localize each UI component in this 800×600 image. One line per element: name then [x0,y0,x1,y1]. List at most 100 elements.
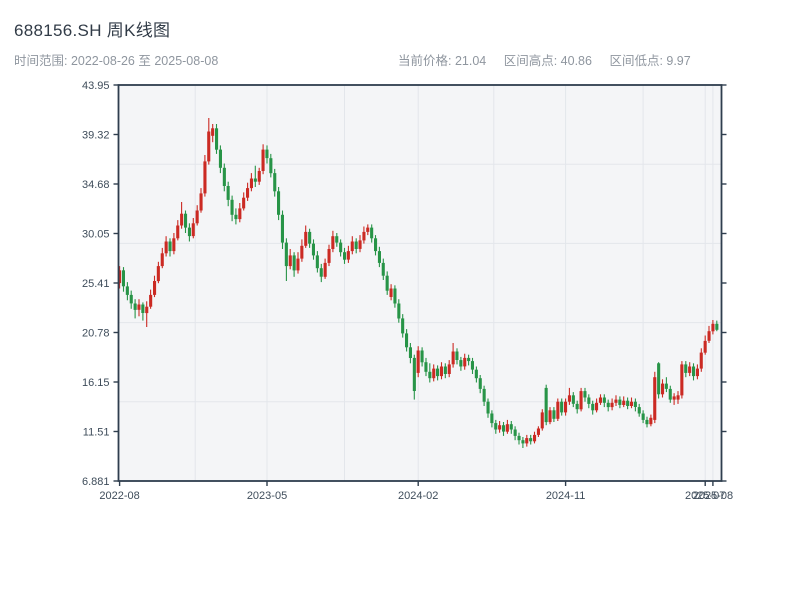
candle-body [657,363,661,395]
candle-body [381,262,385,276]
y-tick-label: 25.41 [82,278,110,290]
candle-body [284,242,288,267]
candle-body [436,368,440,377]
candle-body [311,243,315,256]
candle-body [560,401,564,413]
candle-body [242,197,246,209]
candle-body [203,161,207,194]
candle-body [428,371,432,379]
candle-body [668,388,672,400]
current-price-stat: 当前价格: 21.04 [398,54,487,68]
candle-body [703,340,707,353]
y-tick-label: 39.32 [82,129,110,141]
candle-body [121,270,125,287]
candle-body [416,350,420,373]
candle-body [424,362,428,372]
candle-body [641,413,645,420]
candle-body [695,368,699,377]
candle-body [215,128,219,150]
candle-body [265,149,269,159]
candle-body [629,401,633,406]
candle-body [432,368,436,379]
candle-body [331,236,335,249]
candle-body [447,364,451,374]
candle-body [711,323,715,332]
candle-body [482,388,486,402]
candle-body [564,401,568,413]
candle-body [308,231,312,244]
date-range-label: 时间范围: 2022-08-26 至 2025-08-08 [14,54,219,68]
candle-body [249,178,253,189]
candle-body [684,364,688,373]
candle-body [606,402,610,408]
candle-body [187,227,191,237]
candle-body [478,378,482,389]
candle-body [300,245,304,259]
candle-body [707,331,711,341]
candle-body [517,435,521,441]
candle-body [253,178,257,182]
candle-body [525,438,529,444]
y-tick-label: 6.881 [82,476,110,488]
candle-body [346,251,350,260]
candle-body [234,214,238,220]
candlestick-series [118,118,719,448]
candle-body [536,428,540,435]
candle-body [420,350,424,363]
candle-body [374,238,378,252]
y-tick-label: 30.05 [82,228,110,240]
candle-body [474,369,478,379]
candle-body [370,227,374,239]
candle-body [226,186,230,200]
candle-body [343,252,347,260]
candle-body [362,231,366,241]
y-tick-label: 43.95 [82,80,110,92]
candle-body [164,241,168,254]
candle-body [385,275,389,291]
candle-body [598,397,602,403]
range-high-stat: 区间高点: 40.86 [503,54,592,68]
candle-body [168,241,172,252]
candle-body [269,158,273,174]
candle-body [455,351,459,360]
y-axis: 43.95 39.32 34.68 30.05 25.41 20.78 16.15 11.51… [82,80,727,488]
candle-body [327,249,331,263]
candle-body [412,357,416,391]
candle-body [304,231,308,246]
candle-body [463,357,467,367]
candle-body [184,213,188,228]
candle-body [358,240,362,249]
candle-body [211,128,215,136]
candle-body [602,397,606,403]
candle-body [296,258,300,271]
candle-body [637,407,641,414]
candle-body [699,352,703,369]
candle-body [366,227,370,232]
candle-body [408,347,412,358]
candle-body [397,303,401,319]
candle-body [680,364,684,396]
candle-body [692,366,696,377]
candle-body [664,383,668,389]
candle-body [595,402,599,411]
candle-body [443,366,447,374]
candle-body [238,208,242,220]
candle-body [156,266,160,282]
candle-body [246,188,250,198]
candle-body [567,395,571,402]
candle-body [230,199,234,215]
candle-body [544,387,548,423]
x-tick-label: 2024-11 [546,490,586,502]
candle-body [125,286,129,295]
x-tick-label: 2023-05 [247,490,287,502]
candle-body [350,241,354,252]
candle-body [277,191,281,215]
range-low-stat: 区间低点: 9.97 [609,54,691,68]
candle-body [145,306,149,314]
x-tick-label: 2025-08 [693,490,733,502]
candle-body [118,270,122,284]
candle-body [133,303,137,310]
candle-body [393,288,397,304]
candle-body [513,429,517,436]
candle-body [176,225,180,239]
